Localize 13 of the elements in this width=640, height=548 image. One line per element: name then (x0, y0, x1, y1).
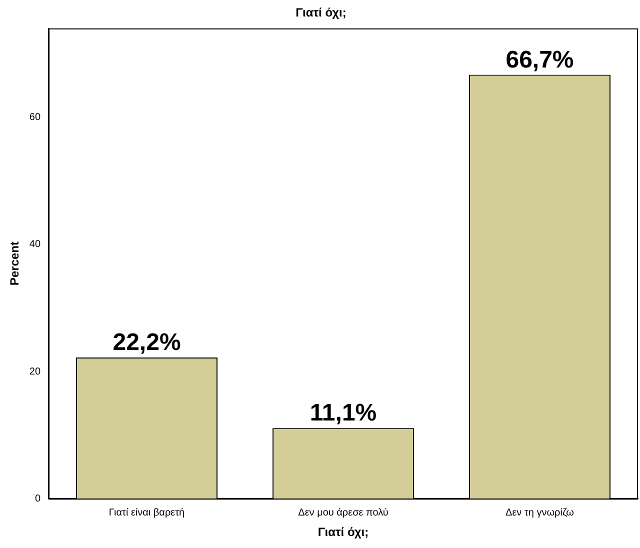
y-axis-title: Percent (8, 241, 22, 286)
y-tick-label: 0 (34, 493, 41, 504)
x-tick-label: Δεν μου άρεσε πολύ (298, 507, 388, 518)
y-tick-label: 20 (29, 366, 41, 378)
x-tick-label: Γιατί είναι βαρετή (108, 507, 185, 518)
chart-title: Γιατί όχι; (296, 6, 346, 20)
y-tick-label: 60 (29, 112, 41, 124)
x-axis-title: Γιατί όχι; (318, 525, 369, 540)
data-label: 22,2% (112, 329, 181, 356)
y-tick-label: 40 (29, 239, 41, 250)
data-label: 66,7% (506, 46, 574, 74)
data-label: 11,1% (310, 400, 377, 427)
x-tick-label: Δεν τη γνωρίζω (506, 507, 574, 518)
